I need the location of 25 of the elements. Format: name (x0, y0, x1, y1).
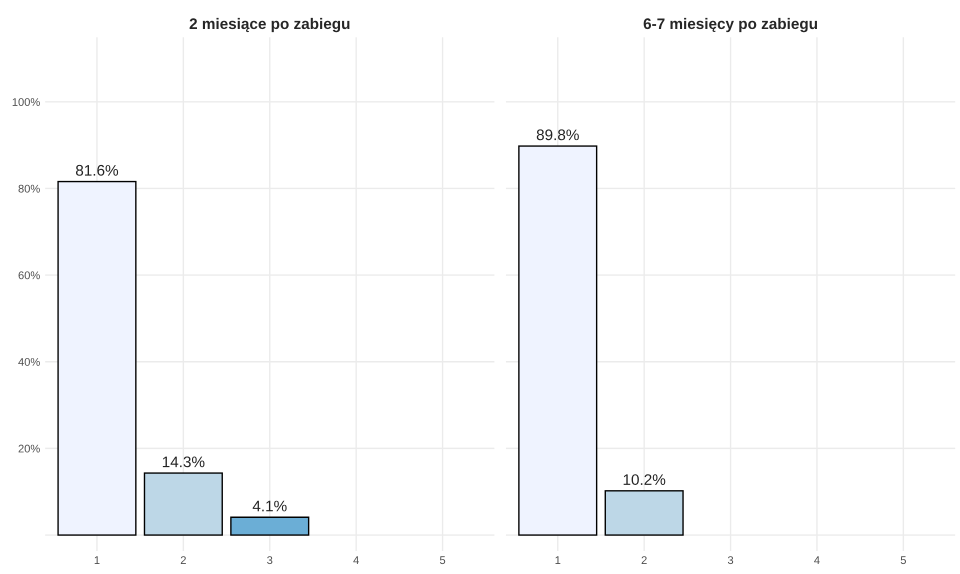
x-tick-label: 5 (440, 556, 446, 564)
y-tick-label: 40% (18, 358, 40, 366)
x-tick-label: 2 (180, 556, 186, 564)
x-tick-label: 4 (353, 556, 359, 564)
y-tick-label: 20% (18, 444, 40, 453)
x-tick-label: 2 (642, 556, 647, 564)
y-tick-label: 60% (18, 271, 40, 280)
x-tick-label: 3 (728, 556, 734, 564)
y-tick-label: 80% (18, 184, 40, 193)
x-tick-label: 4 (814, 556, 820, 564)
x-tick-label: 5 (900, 556, 906, 564)
data-label: 14.3% (162, 456, 204, 468)
data-label: 4.1% (252, 500, 287, 512)
chart-title: 6-7 miesięcy po zabiegu (644, 18, 818, 32)
bar (144, 472, 223, 536)
chart-title: 2 miesiące po zabiegu (190, 18, 350, 32)
bar (230, 516, 310, 536)
data-label: 89.8% (536, 129, 579, 140)
x-tick-label: 1 (556, 556, 560, 564)
x-tick-label: 3 (267, 556, 272, 564)
y-tick-label: 100% (12, 98, 40, 106)
data-label: 81.6% (76, 164, 118, 176)
bar (57, 180, 137, 536)
x-tick-label: 1 (94, 556, 100, 564)
data-label: 10.2% (624, 474, 666, 486)
